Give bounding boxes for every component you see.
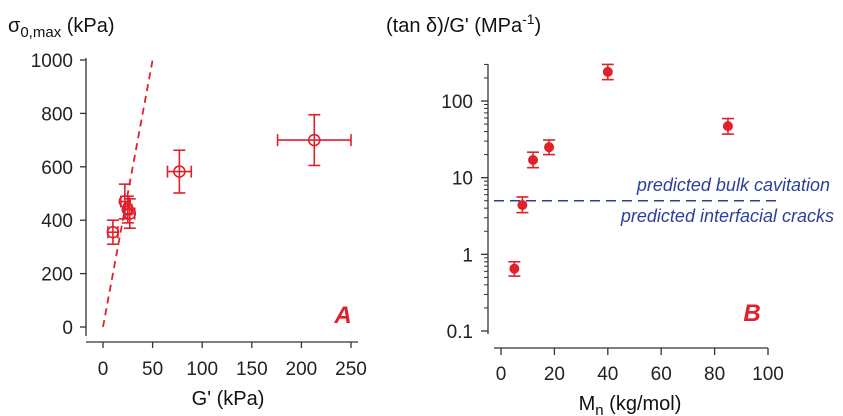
y-tick-label: 100 bbox=[441, 92, 473, 113]
x-tick-label: 50 bbox=[142, 359, 163, 380]
marker bbox=[517, 200, 528, 211]
x-tick-label: 150 bbox=[236, 359, 268, 380]
x-tick-label: 0 bbox=[98, 359, 109, 380]
x-tick-label: 20 bbox=[544, 364, 565, 385]
panel-a: σ0,max (kPa) 0 200 400 600 800 1000 0 50 100 150… bbox=[8, 15, 367, 410]
data-point bbox=[508, 260, 521, 277]
marker bbox=[173, 165, 186, 178]
marker bbox=[528, 154, 539, 165]
y-tick-label: 600 bbox=[41, 158, 73, 179]
y-tick-label: 400 bbox=[41, 211, 73, 232]
x-tick-label: 250 bbox=[335, 359, 367, 380]
marker bbox=[722, 121, 733, 132]
x-tick-label: 0 bbox=[496, 364, 507, 385]
annotation-interfacial-cracks: predicted interfacial cracks bbox=[620, 206, 834, 226]
marker bbox=[509, 263, 520, 274]
panel-b-ylabel: (tan δ)/G' (MPa-1) bbox=[386, 11, 541, 37]
marker bbox=[602, 66, 613, 77]
x-tick-label: 40 bbox=[597, 364, 618, 385]
y-tick-label: 0 bbox=[62, 318, 73, 339]
marker bbox=[544, 142, 555, 153]
data-point bbox=[166, 149, 193, 194]
y-tick-label: 1 bbox=[462, 245, 473, 266]
data-point bbox=[721, 117, 734, 135]
data-point bbox=[123, 198, 137, 230]
reference-line bbox=[102, 59, 154, 328]
data-point bbox=[516, 196, 529, 214]
panel-a-x-ticks: 0 50 100 150 200 250 bbox=[98, 342, 367, 380]
panel-b-y-ticks: 0.1 1 10 100 bbox=[441, 63, 488, 343]
x-tick-label: 100 bbox=[752, 364, 784, 385]
panel-a-reference bbox=[102, 59, 154, 328]
data-point bbox=[543, 139, 556, 156]
panel-b: (tan δ)/G' (MPa-1) 0.1 1 10 100 0 20 40 60 80 10… bbox=[386, 11, 834, 416]
x-tick-label: 60 bbox=[651, 364, 672, 385]
panel-a-points bbox=[106, 113, 352, 246]
data-point bbox=[601, 63, 614, 81]
panel-b-points bbox=[508, 63, 734, 277]
marker bbox=[307, 133, 321, 147]
panel-a-y-ticks: 0 200 400 600 800 1000 bbox=[31, 51, 86, 339]
y-tick-label: 10 bbox=[452, 169, 473, 190]
y-tick-label: 200 bbox=[41, 265, 73, 286]
panel-a-ylabel: σ0,max (kPa) bbox=[8, 15, 115, 41]
data-point bbox=[276, 113, 352, 167]
panel-b-x-ticks: 0 20 40 60 80 100 bbox=[496, 348, 784, 385]
y-tick-label: 0.1 bbox=[447, 322, 473, 343]
panel-a-xlabel: G' (kPa) bbox=[192, 388, 265, 410]
annotation-bulk-cavitation: predicted bulk cavitation bbox=[636, 175, 830, 195]
y-tick-label: 800 bbox=[41, 104, 73, 125]
data-point bbox=[106, 219, 120, 246]
panel-a-label: A bbox=[333, 302, 351, 329]
marker bbox=[106, 225, 120, 239]
marker bbox=[123, 207, 137, 220]
x-tick-label: 80 bbox=[704, 364, 725, 385]
data-point bbox=[527, 151, 540, 169]
panel-b-xlabel: Mn (kg/mol) bbox=[579, 393, 682, 416]
y-tick-label: 1000 bbox=[31, 51, 73, 72]
x-tick-label: 200 bbox=[286, 359, 318, 380]
x-tick-label: 100 bbox=[186, 359, 218, 380]
panel-b-label: B bbox=[743, 300, 760, 327]
